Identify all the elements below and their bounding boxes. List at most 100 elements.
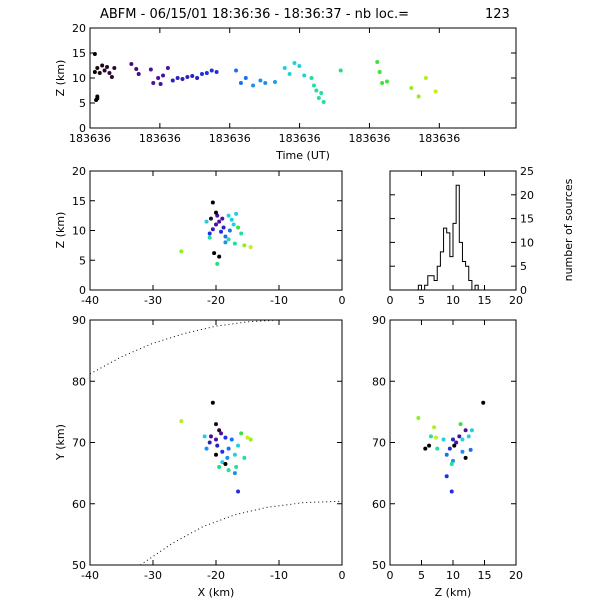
data-point	[109, 75, 114, 79]
y-axis-label: Z (km)	[54, 212, 67, 249]
data-point	[208, 434, 213, 439]
data-point	[309, 76, 314, 80]
data-point	[384, 79, 389, 84]
data-point	[239, 431, 244, 436]
x-tick-label: 20	[509, 294, 523, 307]
data-point	[180, 77, 185, 81]
y-tick-label: 5	[520, 260, 527, 273]
y-tick-label: 80	[372, 375, 386, 388]
data-point	[217, 219, 222, 224]
data-point	[416, 94, 421, 99]
data-point	[428, 434, 433, 439]
data-point	[458, 422, 463, 427]
data-point	[463, 455, 468, 460]
data-point	[179, 419, 184, 424]
data-point	[92, 70, 97, 74]
data-point	[210, 200, 215, 205]
data-point	[219, 229, 224, 234]
y-tick-label: 70	[72, 437, 86, 450]
data-point	[185, 75, 190, 79]
data-point	[151, 81, 156, 85]
data-point	[416, 416, 421, 420]
y-tick-label: 20	[72, 165, 86, 178]
x-tick-label: 0	[339, 294, 346, 307]
x-tick-label: 183636	[418, 132, 460, 145]
x-tick-label: 183636	[279, 132, 321, 145]
data-point	[204, 219, 209, 224]
x-tick-label: -20	[207, 569, 225, 582]
data-point	[179, 249, 184, 254]
data-point	[319, 91, 324, 95]
data-point	[214, 422, 218, 427]
y-axis-label: Y (km)	[54, 424, 67, 461]
data-point	[263, 81, 268, 85]
z-y-axes	[389, 319, 517, 566]
data-point	[409, 86, 414, 90]
y-tick-label: 90	[72, 314, 86, 327]
data-point	[204, 71, 209, 75]
x-tick-label: 183636	[139, 132, 181, 145]
x-tick-label: 15	[478, 294, 492, 307]
y-axis-label: number of sources	[562, 178, 575, 281]
y-tick-label: 10	[72, 72, 86, 85]
y-tick-label: 50	[72, 559, 86, 572]
x-axis-label: Z (km)	[435, 586, 472, 599]
y-tick-label: 80	[72, 375, 86, 388]
data-point	[242, 243, 247, 248]
data-point	[229, 217, 234, 222]
data-point	[433, 89, 438, 94]
x-y-axes	[89, 319, 343, 566]
y-tick-label: 60	[372, 498, 386, 511]
data-point	[158, 82, 163, 86]
data-point	[248, 437, 253, 442]
data-point	[156, 76, 161, 80]
figure-title: ABFM - 06/15/01 18:36:36 - 18:36:37 - nb…	[100, 7, 409, 22]
x-tick-label: 15	[478, 569, 492, 582]
data-point	[215, 443, 220, 448]
data-point	[223, 461, 228, 466]
data-point	[441, 437, 446, 442]
data-point	[214, 437, 218, 442]
data-point	[95, 66, 100, 70]
x-tick-label: -40	[81, 569, 99, 582]
data-point	[242, 455, 247, 460]
y-tick-label: 60	[72, 498, 86, 511]
data-point	[375, 60, 380, 64]
data-point	[297, 64, 302, 68]
data-point	[105, 65, 110, 69]
y-tick-label: 25	[520, 165, 534, 178]
y-tick-label: 0	[79, 122, 86, 135]
x-tick-label: 10	[446, 294, 460, 307]
data-point	[469, 428, 474, 433]
data-point	[380, 81, 385, 85]
data-point	[236, 443, 241, 448]
data-point	[454, 440, 459, 445]
data-point	[170, 78, 175, 83]
data-point	[214, 70, 219, 74]
data-point	[223, 240, 228, 245]
y-tick-label: 90	[372, 314, 386, 327]
source-count: 123	[485, 7, 510, 22]
data-point	[292, 61, 297, 65]
data-point	[243, 76, 248, 80]
y-tick-label: 15	[72, 47, 86, 60]
histogram-line	[390, 184, 516, 291]
data-point	[161, 73, 166, 78]
time-height-axes	[89, 27, 517, 129]
x-tick-label: -20	[207, 294, 225, 307]
data-point	[208, 216, 213, 221]
data-point	[207, 440, 212, 445]
data-point	[449, 461, 454, 466]
data-point	[232, 471, 237, 476]
y-tick-label: 15	[72, 195, 86, 208]
data-point	[447, 446, 452, 451]
data-point	[452, 443, 457, 448]
data-point	[95, 96, 100, 101]
data-point	[236, 225, 241, 230]
data-point	[204, 446, 209, 451]
data-point	[423, 446, 428, 451]
data-point	[195, 76, 200, 80]
data-point	[236, 489, 241, 494]
data-point	[100, 63, 105, 68]
data-point	[217, 254, 222, 259]
